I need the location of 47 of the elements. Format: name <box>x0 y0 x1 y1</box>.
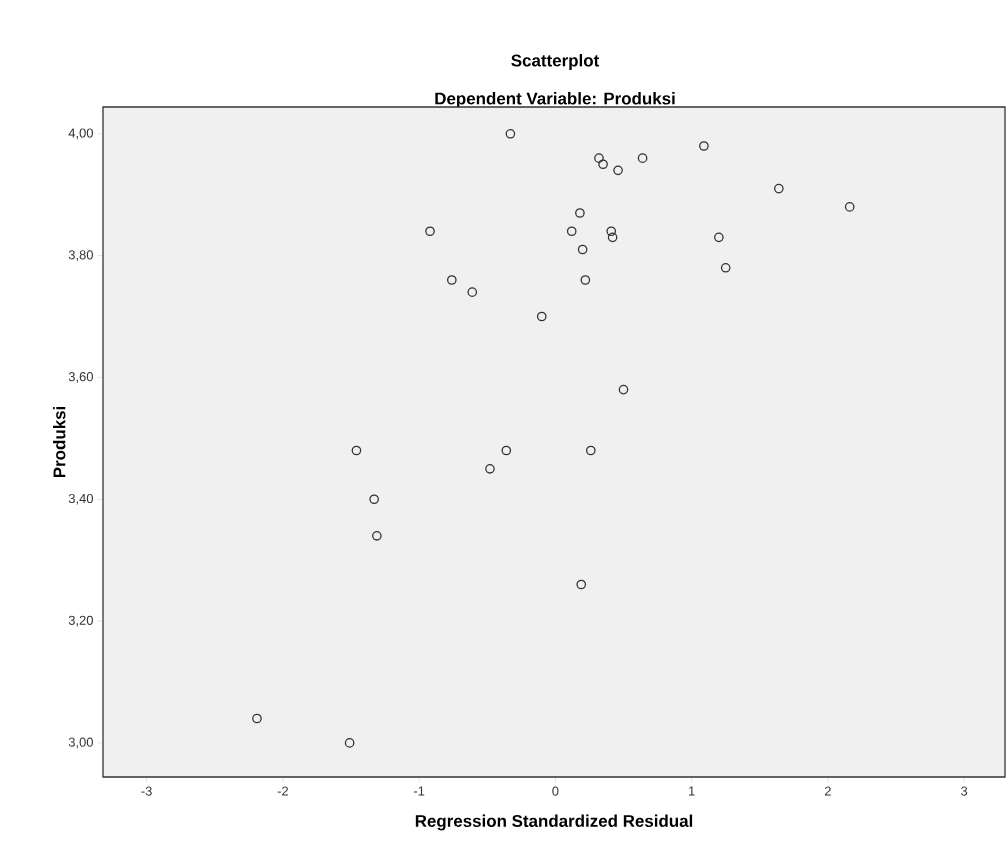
x-tick-label: 0 <box>552 786 559 796</box>
y-tick-label: 4,00 <box>68 128 93 140</box>
point <box>372 530 382 541</box>
chart-title: Scatterplot <box>511 54 600 70</box>
x-tick-label: 2 <box>824 786 831 796</box>
point <box>618 384 629 395</box>
point <box>585 445 596 456</box>
point <box>566 226 577 237</box>
y-tick-label: 3,60 <box>68 372 93 383</box>
x-tick-label: 1 <box>689 786 695 796</box>
chart-subtitle: Dependent Variable: Produksi <box>435 92 675 108</box>
x-axis-title: Regression Standardized Residual <box>415 814 693 831</box>
x-tick-label: 3 <box>961 786 968 796</box>
x-tick-label: -1 <box>413 786 425 796</box>
point <box>699 141 709 151</box>
x-tick-label: -2 <box>277 786 288 796</box>
point <box>714 232 724 243</box>
point <box>575 208 585 218</box>
y-axis-title: Produksi <box>53 406 66 478</box>
y-tick-label: 3,00 <box>68 737 93 749</box>
point <box>501 445 512 456</box>
point <box>425 226 435 237</box>
point <box>594 153 604 163</box>
point <box>485 463 495 474</box>
point <box>773 183 784 194</box>
point <box>446 275 457 285</box>
point <box>613 165 623 176</box>
y-tick-label: 3,80 <box>68 250 93 261</box>
y-tick-label: 3,40 <box>68 493 93 505</box>
point <box>351 445 362 456</box>
point <box>576 579 587 590</box>
point <box>344 738 355 748</box>
point <box>536 311 547 322</box>
point <box>369 494 379 505</box>
point <box>580 275 591 285</box>
point <box>720 262 731 273</box>
point <box>606 226 617 237</box>
point <box>577 244 588 255</box>
point <box>637 153 648 163</box>
point <box>467 287 478 297</box>
point <box>844 202 855 212</box>
x-tick-label: -3 <box>141 786 152 796</box>
point <box>598 159 608 170</box>
point <box>252 713 262 724</box>
point <box>607 232 618 243</box>
point <box>505 128 516 139</box>
y-tick-label: 3,20 <box>68 615 93 627</box>
